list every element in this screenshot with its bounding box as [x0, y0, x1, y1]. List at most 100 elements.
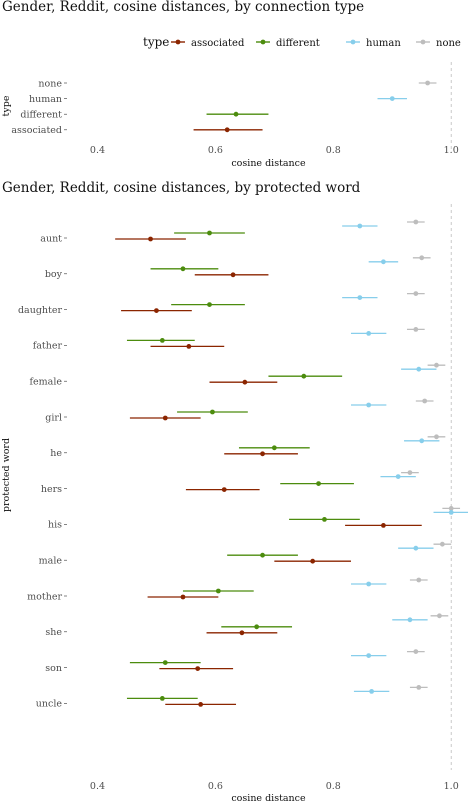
point-daughter-none — [406, 291, 425, 296]
point-he-associated — [224, 451, 298, 457]
point-she-human — [392, 617, 428, 623]
point-marker — [369, 689, 375, 694]
point-marker — [316, 481, 321, 486]
point-marker — [413, 545, 419, 551]
point-mother-different — [182, 588, 254, 594]
point-marker — [448, 506, 454, 511]
point-father-associated — [150, 344, 225, 349]
legend-key-point — [420, 39, 426, 45]
point-boy-associated — [194, 272, 269, 278]
point-male-different — [227, 552, 298, 558]
point-marker — [180, 266, 186, 272]
point-female-human — [401, 366, 437, 372]
point-father-human — [350, 331, 387, 336]
point-boy-none — [412, 255, 431, 261]
legend-key-point — [350, 39, 356, 45]
point-hers-none — [401, 470, 419, 475]
point-marker — [207, 302, 212, 307]
point-marker — [413, 649, 419, 654]
x-axis-label: cosine distance — [231, 793, 306, 803]
point-female-associated — [209, 379, 278, 385]
point-marker — [148, 236, 153, 242]
point-marker — [419, 438, 425, 444]
point-boy-human — [368, 259, 399, 265]
point-marker — [254, 624, 260, 630]
point-girl-different — [177, 409, 248, 415]
point-marker — [366, 581, 372, 587]
point-son-different — [129, 660, 201, 665]
chart1-title: Gender, Reddit, cosine distances, by con… — [2, 0, 364, 15]
point-marker — [186, 344, 192, 349]
point-mother-human — [350, 581, 387, 587]
point-marker — [434, 362, 439, 368]
point-uncle-none — [409, 685, 428, 690]
legend-item-human: human — [346, 38, 401, 49]
point-marker — [195, 666, 201, 671]
legend-label-different: different — [276, 38, 320, 49]
point-marker — [271, 445, 277, 451]
point-marker — [416, 685, 422, 690]
point-marker — [310, 558, 316, 564]
point-she-different — [221, 624, 293, 630]
point-aunt-none — [406, 219, 425, 225]
category-label: none — [38, 78, 62, 89]
point-she-associated — [206, 630, 278, 636]
x-tick-label: 1.0 — [444, 781, 459, 792]
point-human-human — [377, 96, 407, 101]
point-marker — [407, 617, 413, 623]
y-axis-label: type — [1, 95, 12, 116]
point-marker — [239, 630, 245, 636]
point-marker — [357, 295, 363, 300]
point-uncle-human — [353, 689, 390, 694]
category-label: female — [30, 377, 63, 388]
point-marker — [366, 653, 372, 658]
y-axis-label: protected word — [1, 438, 12, 512]
point-marker — [221, 487, 227, 492]
legend-item-different: different — [256, 38, 320, 49]
chart2-panel: aunt boy daughter father female girl he hers his… — [1, 204, 468, 804]
point-marker — [419, 255, 425, 261]
category-label: boy — [45, 269, 63, 280]
point-marker — [301, 373, 307, 379]
point-father-none — [406, 327, 425, 332]
point-marker — [413, 327, 419, 332]
point-marker — [162, 415, 168, 421]
legend-label-human: human — [366, 38, 401, 49]
point-daughter-associated — [121, 308, 192, 313]
point-his-none — [442, 506, 461, 511]
point-marker — [180, 594, 186, 600]
legend-key-point — [175, 39, 181, 45]
x-tick-label: 0.8 — [326, 145, 341, 156]
category-label: aunt — [40, 233, 62, 244]
point-associated-associated — [193, 127, 263, 133]
point-male-none — [433, 541, 452, 547]
category-label: girl — [45, 412, 62, 423]
point-marker — [198, 702, 204, 707]
point-marker — [389, 96, 395, 101]
point-marker — [381, 523, 386, 528]
point-marker — [230, 272, 236, 278]
point-son-none — [406, 649, 425, 654]
point-daughter-human — [342, 295, 378, 300]
point-marker — [233, 111, 239, 117]
point-girl-associated — [129, 415, 201, 421]
point-marker — [366, 402, 372, 408]
category-label: father — [33, 341, 63, 352]
point-marker — [322, 517, 327, 522]
point-marker — [260, 552, 265, 558]
point-boy-different — [150, 266, 219, 272]
point-marker — [210, 409, 215, 415]
point-different-different — [206, 111, 269, 117]
point-female-none — [427, 362, 446, 368]
x-tick-label: 1.0 — [444, 145, 459, 156]
category-label: uncle — [36, 699, 63, 710]
point-his-human — [433, 510, 468, 515]
legend-item-none: none — [416, 38, 461, 49]
point-marker — [260, 451, 265, 457]
chart2-title: Gender, Reddit, cosine distances, by pro… — [2, 180, 361, 196]
point-girl-none — [415, 398, 434, 404]
point-he-different — [238, 445, 310, 451]
point-marker — [154, 308, 159, 313]
category-label: human — [29, 94, 62, 105]
point-marker — [437, 613, 442, 619]
